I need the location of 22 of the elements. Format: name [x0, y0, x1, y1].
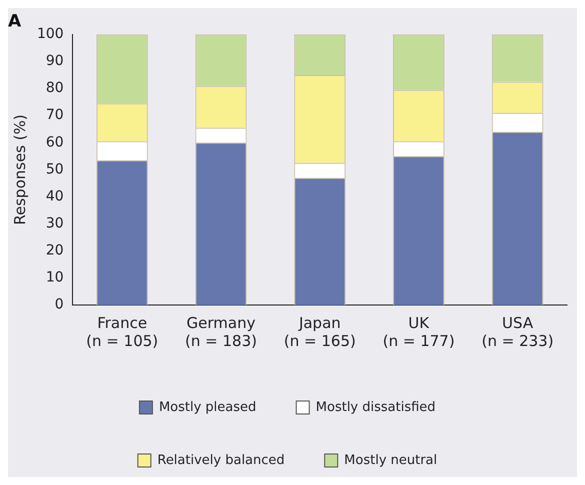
y-axis-title: Responses (%): [10, 114, 29, 225]
chart-title: A: [8, 12, 22, 32]
y-tick-label: 100: [36, 26, 64, 42]
y-tick-label: 60: [46, 134, 64, 150]
y-tick-label: 90: [46, 53, 64, 70]
y-tick-label: 0: [54, 296, 64, 313]
y-tick-label: 20: [46, 242, 64, 259]
legend-label: Mostly pleased: [158, 400, 256, 415]
y-tick-label: 30: [46, 215, 64, 232]
y-tick-label: 70: [46, 107, 64, 124]
x-tick-label: Germany (n = 183): [185, 314, 257, 350]
x-tick-label: UK (n = 177): [382, 314, 455, 350]
legend-label: Relatively balanced: [157, 452, 285, 468]
legend-label: Mostly dissatisfied: [316, 400, 436, 415]
y-tick-label: 80: [46, 80, 64, 96]
x-tick-label: France (n = 105): [86, 314, 158, 350]
x-tick-label: Japan (n = 165): [284, 314, 356, 350]
x-tick-label: USA (n = 233): [482, 314, 554, 350]
legend-label: Mostly neutral: [344, 452, 438, 468]
y-tick-label: 50: [46, 161, 64, 178]
y-tick-label: 40: [46, 188, 64, 204]
y-tick-label: 10: [46, 270, 64, 286]
